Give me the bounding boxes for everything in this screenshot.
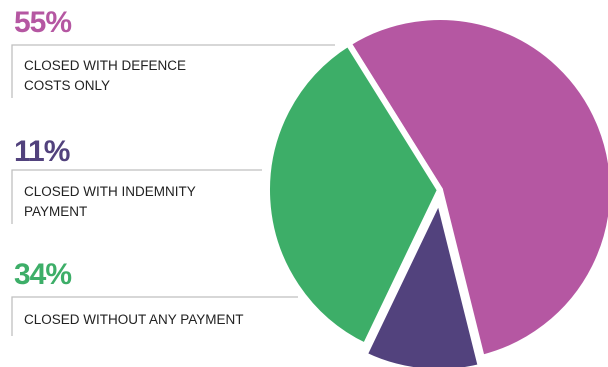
slice-label-defence-costs: CLOSED WITH DEFENCE COSTS ONLY	[24, 58, 187, 93]
slice-label-no-payment: CLOSED WITHOUT ANY PAYMENT	[24, 312, 244, 327]
leader-line-defence-costs	[11, 44, 335, 98]
slice-percent-defence-costs: 55%	[14, 6, 72, 39]
slice-percent-no-payment: 34%	[14, 258, 72, 291]
leader-lines	[11, 44, 335, 336]
leader-line-indemnity-payment	[11, 169, 262, 224]
leader-line-no-payment	[11, 296, 298, 336]
slice-label-indemnity-payment: CLOSED WITH INDEMNITY PAYMENT	[24, 184, 196, 219]
slice-percent-indemnity-payment: 11%	[14, 135, 70, 168]
pie-slice-indemnity-payment	[361, 195, 484, 367]
pie-slices	[264, 14, 608, 367]
pie-slice-no-payment	[264, 40, 443, 350]
pie-slice-defence-costs	[345, 14, 608, 361]
